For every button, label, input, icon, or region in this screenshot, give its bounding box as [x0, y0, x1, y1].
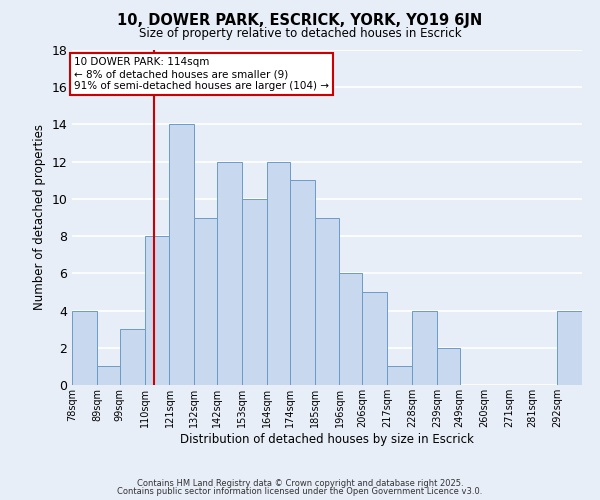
Bar: [119, 329, 145, 385]
Bar: [412, 310, 437, 385]
Bar: [267, 162, 290, 385]
Bar: [242, 199, 267, 385]
Bar: [340, 274, 362, 385]
Bar: [217, 162, 242, 385]
Text: 10 DOWER PARK: 114sqm
← 8% of detached houses are smaller (9)
91% of semi-detach: 10 DOWER PARK: 114sqm ← 8% of detached h…: [74, 58, 329, 90]
Y-axis label: Number of detached properties: Number of detached properties: [33, 124, 46, 310]
Bar: [314, 218, 340, 385]
Bar: [290, 180, 314, 385]
Bar: [169, 124, 194, 385]
Bar: [362, 292, 387, 385]
Bar: [387, 366, 412, 385]
Bar: [194, 218, 217, 385]
Bar: [72, 310, 97, 385]
Text: 10, DOWER PARK, ESCRICK, YORK, YO19 6JN: 10, DOWER PARK, ESCRICK, YORK, YO19 6JN: [118, 12, 482, 28]
Bar: [145, 236, 169, 385]
Text: Contains HM Land Registry data © Crown copyright and database right 2025.: Contains HM Land Registry data © Crown c…: [137, 478, 463, 488]
Bar: [437, 348, 460, 385]
Text: Size of property relative to detached houses in Escrick: Size of property relative to detached ho…: [139, 28, 461, 40]
Bar: [97, 366, 119, 385]
X-axis label: Distribution of detached houses by size in Escrick: Distribution of detached houses by size …: [180, 432, 474, 446]
Text: Contains public sector information licensed under the Open Government Licence v3: Contains public sector information licen…: [118, 487, 482, 496]
Bar: [557, 310, 582, 385]
